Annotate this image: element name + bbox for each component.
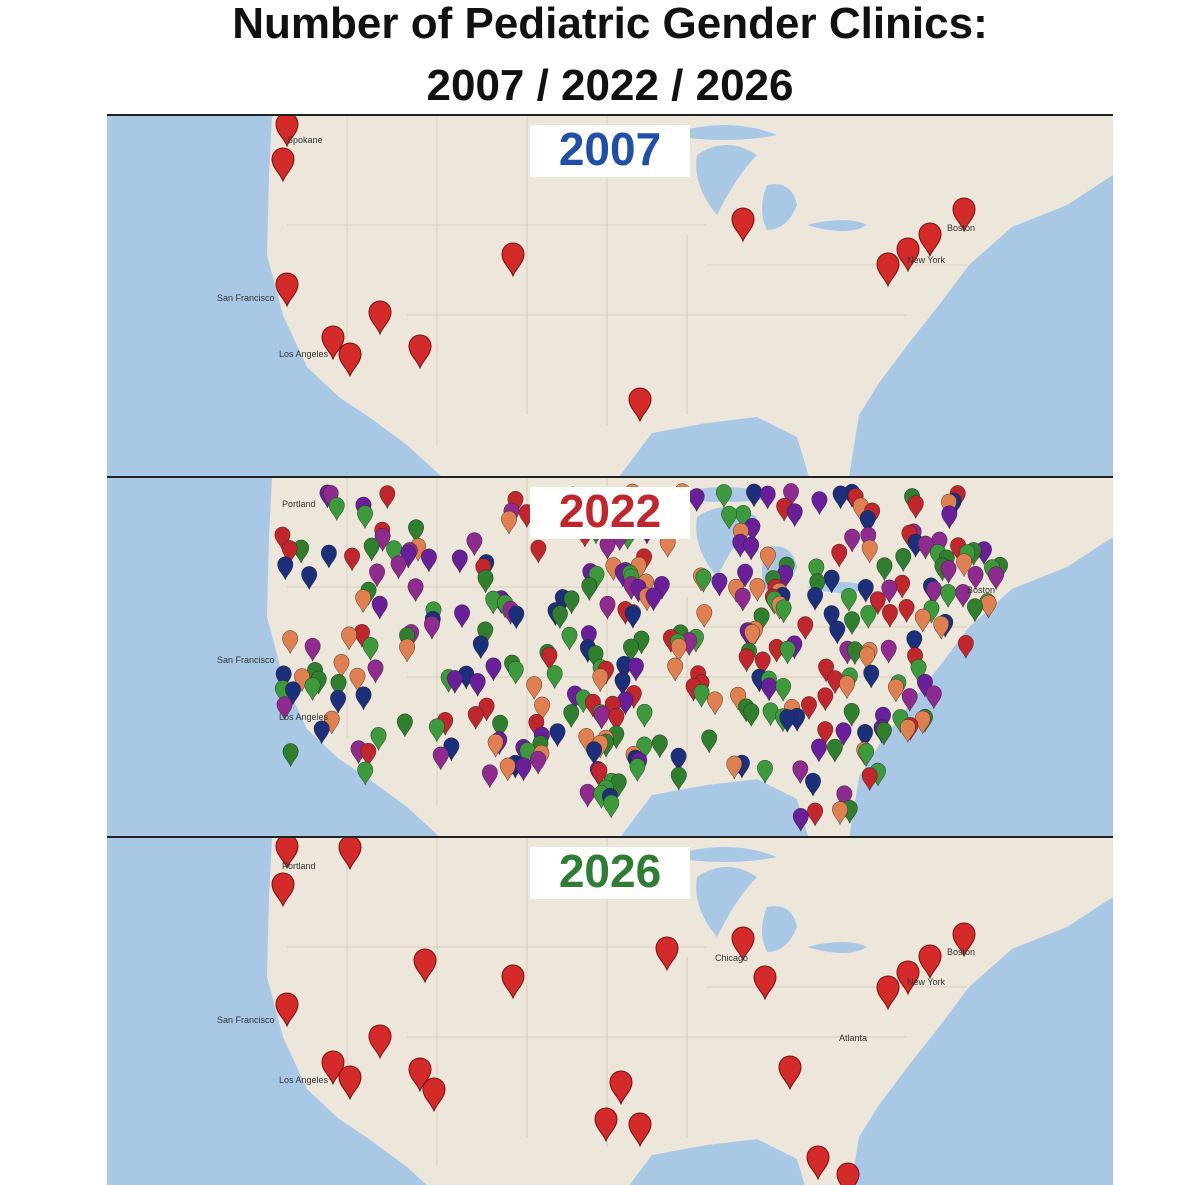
- title-line: Number of Pediatric Gender Clinics:: [232, 0, 988, 48]
- year-label: 2022: [559, 485, 661, 537]
- city-label: Boston: [947, 223, 975, 233]
- year-label: 2007: [559, 123, 661, 175]
- year-box: [530, 847, 690, 899]
- city-label: Portland: [282, 499, 316, 509]
- year-box: [530, 125, 690, 177]
- city-label: Los Angeles: [279, 349, 329, 359]
- city-label: Atlanta: [839, 1033, 867, 1043]
- year-label: 2026: [559, 845, 661, 897]
- city-label: Boston: [967, 585, 995, 595]
- city-label: Portland: [282, 861, 316, 871]
- map-panel: Spokane San Francisco Los Angeles Boston New…: [107, 115, 1113, 477]
- city-label: San Francisco: [217, 655, 275, 665]
- city-label: San Francisco: [217, 293, 275, 303]
- city-label: Los Angeles: [279, 1075, 329, 1085]
- city-label: Chicago: [715, 953, 748, 963]
- clinic-pin: [836, 1162, 860, 1185]
- city-label: Boston: [947, 947, 975, 957]
- city-label: Spokane: [287, 135, 323, 145]
- city-label: Los Angeles: [279, 712, 329, 722]
- title-line: 2007 / 2022 / 2026: [427, 61, 794, 110]
- year-box: [530, 487, 690, 539]
- city-label: New York: [907, 255, 946, 265]
- city-label: San Francisco: [217, 1015, 275, 1025]
- city-label: New York: [907, 977, 946, 987]
- map-panel: Portland San Francisco Los Angeles Boston 20…: [107, 477, 1113, 839]
- map-panel: Portland San Francisco Los Angeles Chicago B…: [107, 837, 1113, 1185]
